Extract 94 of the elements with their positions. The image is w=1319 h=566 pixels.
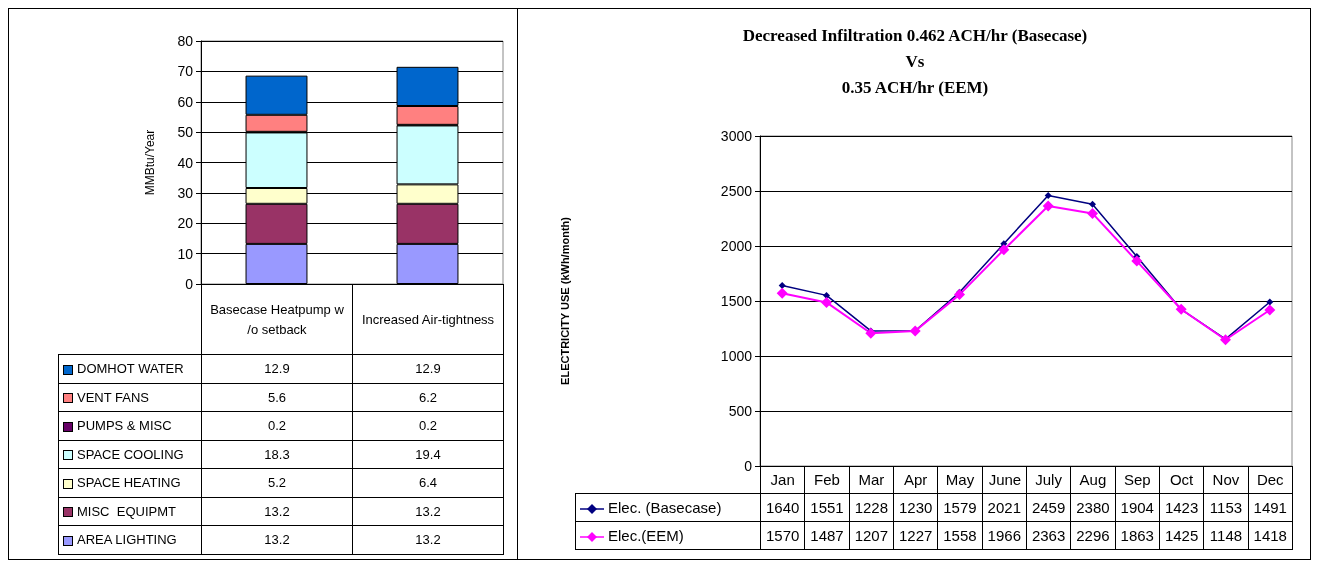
data-label: 5.6 (201, 383, 353, 412)
y-tick-label: 2000 (720, 238, 753, 254)
x-tick-label: June (982, 466, 1027, 494)
data-label: 1640 (760, 493, 805, 522)
x-tick-label: Nov (1203, 466, 1249, 494)
legend-label: PUMPS & MISC (58, 411, 202, 440)
data-label: 1423 (1159, 493, 1204, 522)
data-label: 1551 (804, 493, 850, 522)
data-label: 19.4 (352, 440, 504, 469)
point (823, 291, 830, 299)
data-label: 0.2 (201, 411, 353, 440)
legend-label: VENT FANS (58, 383, 202, 412)
data-label: 13.2 (352, 525, 504, 554)
data-label: 13.2 (201, 497, 353, 526)
data-label: 1148 (1203, 521, 1249, 550)
legend-label: Elec. (Basecase) (575, 493, 761, 522)
data-label: 12.9 (352, 354, 504, 383)
data-label: 1418 (1248, 521, 1293, 550)
data-label: 2363 (1026, 521, 1071, 550)
data-label: 1491 (1248, 493, 1293, 522)
x-tick-label: Feb (804, 466, 850, 494)
point (865, 327, 877, 339)
point (1266, 298, 1274, 306)
x-tick-label: Increased Air-tightness (352, 284, 504, 355)
point (778, 282, 786, 290)
x-tick-label: Oct (1159, 466, 1204, 494)
y-tick-label: 1500 (720, 293, 753, 309)
x-tick-label: Sep (1115, 466, 1160, 494)
y-tick-label: 500 (728, 403, 753, 419)
y-tick-label: 70 (177, 63, 194, 80)
data-label: 1425 (1159, 521, 1204, 550)
data-label: 1570 (760, 521, 805, 550)
data-label: 1227 (893, 521, 938, 550)
y-tick-label: 0 (185, 276, 194, 292)
data-label: 2296 (1070, 521, 1116, 550)
y-axis-title: MMBtu/Year (143, 129, 157, 196)
point (998, 244, 1010, 256)
legend-label: SPACE COOLING (58, 440, 202, 469)
data-label: 6.4 (352, 468, 504, 497)
data-label: 18.3 (201, 440, 353, 469)
point (776, 287, 788, 299)
data-label: 1207 (849, 521, 894, 550)
point (1264, 304, 1276, 316)
y-tick-label: 30 (177, 184, 194, 201)
data-label: 13.2 (201, 525, 353, 554)
point (954, 289, 965, 301)
data-label: 2380 (1070, 493, 1116, 522)
data-label: 5.2 (201, 468, 353, 497)
data-label: 2021 (982, 493, 1027, 522)
chart-title: Decreased Infiltration 0.462 ACH/hr (Basecase) Vs 0.35 ACH/hr (EEM) (742, 25, 1088, 97)
point (1042, 200, 1054, 212)
data-label: 1558 (937, 521, 983, 550)
x-tick-label: Apr (893, 466, 938, 494)
point (1131, 255, 1143, 267)
legend-label: DOMHOT WATER (58, 354, 202, 383)
y-axis-title: ELECTRICITY USE (kWh/month) (558, 216, 571, 385)
y-tick-label: 80 (177, 33, 194, 49)
point (1089, 200, 1096, 208)
data-label: 0.2 (352, 411, 504, 440)
data-label: 1230 (893, 493, 938, 522)
data-label: 1487 (804, 521, 850, 550)
y-tick-label: 2500 (720, 183, 753, 199)
legend-label: MISC EQUIPMT (58, 497, 202, 526)
x-tick-label: Aug (1070, 466, 1116, 494)
x-tick-label: Jan (760, 466, 805, 494)
y-tick-label: 3000 (720, 128, 753, 144)
y-tick-label: 1000 (720, 348, 753, 364)
data-label: 2459 (1026, 493, 1071, 522)
legend-label: SPACE HEATING (58, 468, 202, 497)
y-tick-label: 40 (177, 154, 194, 171)
x-tick-label: Mar (849, 466, 894, 494)
legend-label: Elec.(EEM) (575, 521, 761, 550)
point (1087, 207, 1098, 219)
legend-label: AREA LIGHTING (58, 525, 202, 554)
point (1044, 192, 1052, 200)
data-label: 1228 (849, 493, 894, 522)
y-tick-label: 10 (177, 245, 194, 262)
y-tick-label: 50 (177, 124, 194, 141)
x-tick-label: Dec (1248, 466, 1293, 494)
data-label: 1579 (937, 493, 983, 522)
data-label: 13.2 (352, 497, 504, 526)
x-tick-label: Basecase Heatpump w /o setback (201, 284, 353, 355)
y-tick-label: 60 (177, 93, 194, 110)
data-label: 1153 (1203, 493, 1249, 522)
y-tick-label: 20 (177, 215, 194, 232)
data-label: 1966 (982, 521, 1027, 550)
data-label: 6.2 (352, 383, 504, 412)
y-tick-label: 0 (744, 458, 753, 474)
point (821, 296, 832, 308)
data-label: 1863 (1115, 521, 1160, 550)
x-tick-label: May (937, 466, 983, 494)
data-label: 1904 (1115, 493, 1160, 522)
data-label: 12.9 (201, 354, 353, 383)
x-tick-label: July (1026, 466, 1071, 494)
